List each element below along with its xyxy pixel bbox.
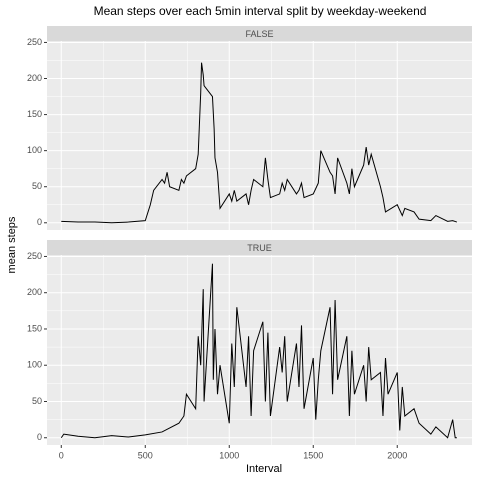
x-axis-label: Interval	[246, 463, 282, 475]
strip	[47, 240, 472, 255]
y-tick-label: 200	[27, 73, 42, 83]
strip-label: FALSE	[245, 29, 273, 39]
y-tick-label: 100	[27, 145, 42, 155]
panel	[47, 255, 472, 445]
panel	[47, 41, 472, 230]
y-axis-label: mean steps	[6, 216, 18, 273]
strip-label: TRUE	[247, 243, 272, 253]
x-tick-label: 2000	[387, 450, 407, 460]
series-line	[60, 263, 457, 439]
y-tick-label: 50	[32, 181, 42, 191]
chart-title: Mean steps over each 5min interval split…	[94, 4, 427, 18]
strip	[47, 26, 472, 41]
y-tick-label: 0	[37, 217, 42, 227]
x-tick-label: 1500	[303, 450, 323, 460]
y-tick-label: 250	[27, 37, 42, 47]
y-tick-label: 150	[27, 323, 42, 333]
y-tick-label: 150	[27, 109, 42, 119]
y-tick-label: 100	[27, 360, 42, 370]
series-line	[61, 62, 458, 224]
x-tick-label: 1000	[219, 450, 239, 460]
y-tick-label: 50	[32, 396, 42, 406]
x-tick-label: 0	[59, 450, 64, 460]
y-tick-label: 200	[27, 287, 42, 297]
x-tick-label: 500	[138, 450, 153, 460]
y-tick-label: 250	[27, 251, 42, 261]
y-tick-label: 0	[37, 432, 42, 442]
